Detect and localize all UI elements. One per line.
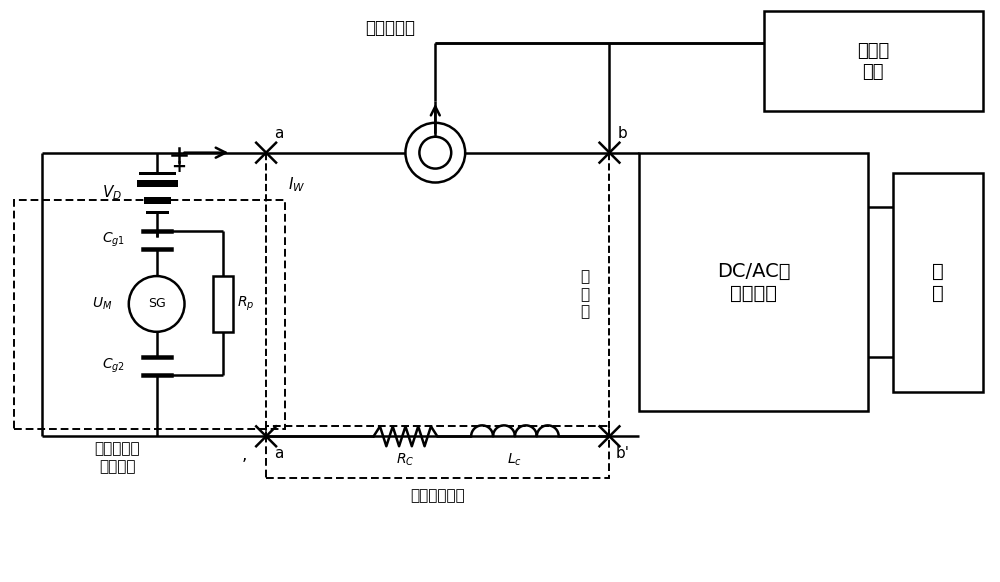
Text: DC/AC并
网逆变器: DC/AC并 网逆变器 — [717, 261, 791, 303]
Bar — [893, 173, 983, 392]
Text: $C_{g2}$: $C_{g2}$ — [102, 357, 125, 375]
Text: 频谱分
析仪: 频谱分 析仪 — [857, 42, 889, 80]
Text: 线缆等效阻抗: 线缆等效阻抗 — [410, 488, 465, 503]
Text: $C_{g1}$: $C_{g1}$ — [102, 231, 125, 250]
Text: $L_c$: $L_c$ — [507, 451, 522, 467]
Bar — [14, 200, 285, 430]
Text: 信号发生器
组合电路: 信号发生器 组合电路 — [94, 441, 140, 474]
Bar — [764, 11, 983, 111]
Text: $R_p$: $R_p$ — [237, 295, 254, 313]
Text: $U_M$: $U_M$ — [92, 296, 112, 312]
Text: $V_D$: $V_D$ — [102, 183, 122, 202]
Text: a: a — [274, 446, 283, 462]
Bar — [266, 427, 609, 478]
Text: 检测式探头: 检测式探头 — [366, 19, 416, 37]
Text: SG: SG — [148, 297, 166, 310]
Bar — [639, 152, 868, 411]
Text: b: b — [617, 126, 627, 141]
Text: $R_C$: $R_C$ — [396, 451, 415, 467]
Text: ,: , — [242, 446, 247, 464]
Text: +: + — [171, 158, 186, 176]
Text: b': b' — [615, 446, 629, 462]
Bar — [213, 276, 233, 332]
Text: a: a — [274, 126, 283, 141]
Text: $I_W$: $I_W$ — [288, 175, 305, 194]
Text: 直
流
侧: 直 流 侧 — [580, 269, 589, 320]
Text: 并
网: 并 网 — [932, 261, 944, 303]
